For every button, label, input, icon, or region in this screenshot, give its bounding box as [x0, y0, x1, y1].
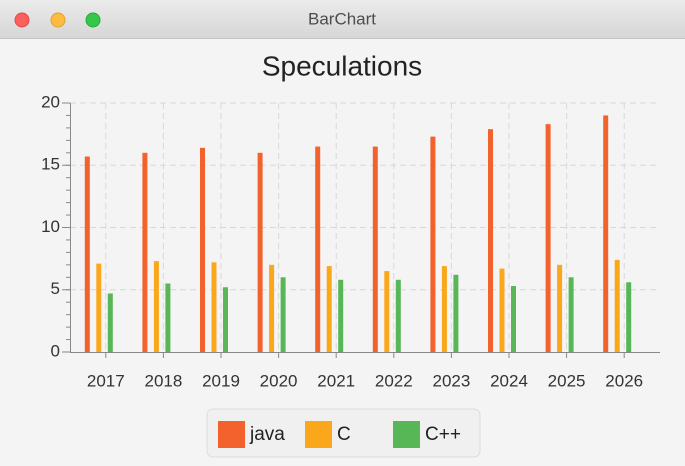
bar — [488, 129, 493, 352]
x-tick-label: 2021 — [317, 371, 355, 390]
bar — [223, 287, 228, 352]
bar — [107, 293, 113, 352]
y-tick-label: 10 — [41, 217, 60, 236]
legend-swatch — [393, 421, 420, 448]
bar — [153, 261, 159, 352]
bar — [142, 152, 148, 352]
x-tick-label: 2020 — [260, 371, 298, 390]
bar — [614, 259, 620, 352]
y-tick-label: 15 — [41, 155, 60, 174]
minimize-button[interactable] — [50, 12, 66, 28]
bar — [395, 279, 401, 352]
bar — [200, 147, 205, 352]
bar — [372, 146, 378, 352]
bar — [430, 136, 436, 352]
x-tick-label: 2024 — [490, 371, 528, 390]
x-tick-label: 2018 — [144, 371, 182, 390]
title-bar — [0, 0, 685, 38]
bar — [326, 266, 332, 352]
bar — [557, 264, 563, 352]
bar — [315, 146, 321, 352]
bar — [499, 268, 505, 352]
x-tick-label: 2022 — [375, 371, 413, 390]
x-tick-label: 2017 — [87, 371, 125, 390]
x-tick-label: 2026 — [605, 371, 643, 390]
bar — [96, 263, 102, 352]
window-title: BarChart — [308, 9, 376, 28]
y-tick-label: 20 — [41, 92, 60, 111]
x-tick-label: 2025 — [548, 371, 586, 390]
legend-swatch — [218, 421, 245, 448]
y-tick-label: 5 — [51, 279, 60, 298]
bar — [511, 286, 516, 352]
bar — [545, 124, 551, 352]
bar — [338, 279, 344, 352]
chart-title: Speculations — [262, 50, 422, 81]
bar — [384, 271, 390, 352]
legend-swatch — [305, 421, 332, 448]
bar — [165, 283, 171, 352]
bar — [626, 282, 632, 352]
bar — [603, 115, 609, 352]
legend-label: java — [249, 424, 285, 445]
bar — [280, 277, 286, 352]
bar — [257, 152, 263, 352]
y-tick-label: 0 — [51, 341, 60, 360]
bar — [441, 266, 447, 352]
bar — [84, 156, 90, 352]
bar — [269, 264, 275, 352]
bar — [453, 274, 459, 352]
close-button[interactable] — [14, 12, 30, 28]
bar — [568, 277, 574, 352]
zoom-button[interactable] — [85, 12, 101, 28]
legend-label: C — [337, 424, 351, 445]
x-tick-label: 2023 — [432, 371, 470, 390]
bar — [211, 262, 217, 352]
x-tick-label: 2019 — [202, 371, 240, 390]
legend-label: C++ — [425, 424, 461, 445]
